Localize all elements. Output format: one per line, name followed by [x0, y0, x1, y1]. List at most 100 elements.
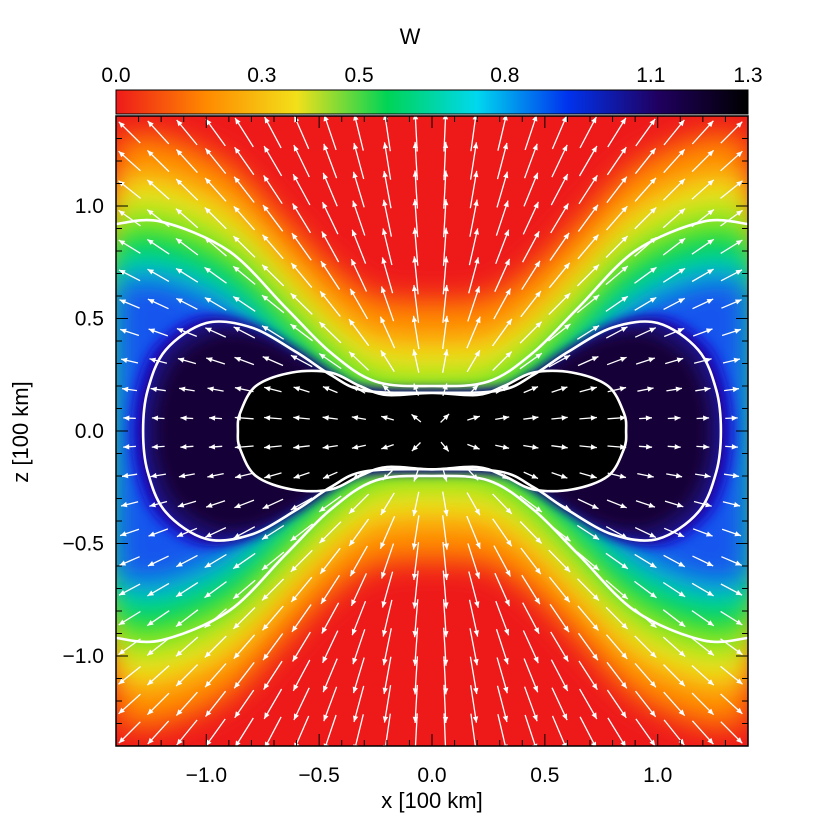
arrow-head	[731, 415, 738, 421]
arrow-head	[293, 145, 299, 152]
arrow-shaft	[496, 657, 508, 694]
arrow-head	[147, 269, 154, 275]
velocity-arrow	[261, 524, 285, 540]
velocity-arrow	[235, 717, 254, 746]
arrow-shaft	[323, 116, 337, 151]
velocity-arrow	[469, 656, 479, 695]
velocity-arrow	[233, 526, 256, 539]
arrow-head	[176, 709, 183, 716]
velocity-arrow	[290, 292, 313, 315]
arrow-head	[621, 176, 627, 183]
arrow-head	[264, 386, 271, 392]
velocity-arrow	[662, 581, 686, 598]
arrow-head	[646, 444, 653, 450]
arrow-head	[532, 714, 538, 722]
arrow-head	[443, 573, 449, 580]
arrow-head	[472, 716, 479, 723]
arrow-head	[443, 543, 449, 550]
velocity-arrow	[290, 354, 313, 368]
arrow-head	[592, 564, 600, 571]
arrow-head	[382, 658, 388, 666]
velocity-arrow	[548, 576, 571, 603]
colorbar: W 0.0 0.3 0.5 0.8 1.1 1.3	[101, 24, 763, 115]
arrow-shaft	[351, 229, 367, 264]
velocity-arrow	[606, 689, 627, 719]
arrow-shaft	[414, 199, 419, 238]
velocity-arrow	[720, 638, 743, 656]
arrow-head	[650, 207, 657, 214]
velocity-arrow	[442, 542, 449, 581]
arrow-head	[176, 268, 183, 274]
velocity-arrow	[634, 236, 657, 257]
velocity-arrow	[548, 497, 571, 511]
arrow-head	[119, 299, 127, 305]
arrow-head	[707, 150, 714, 157]
velocity-arrow	[148, 328, 169, 337]
arrow-head	[349, 539, 355, 546]
velocity-arrow	[720, 610, 743, 626]
arrow-head	[151, 415, 159, 421]
colorbar-tick-label: 0.0	[101, 64, 130, 87]
velocity-arrow	[607, 472, 627, 479]
arrow-head	[591, 712, 597, 719]
contour-line	[236, 369, 628, 493]
arrow-head	[319, 322, 326, 329]
arrow-head	[353, 715, 359, 722]
arrow-shaft	[470, 713, 477, 746]
velocity-arrow	[492, 351, 513, 371]
velocity-arrow	[204, 553, 227, 569]
plot-area	[116, 116, 748, 746]
velocity-arrow	[551, 415, 568, 421]
arrow-shaft	[442, 542, 448, 581]
velocity-arrow	[442, 315, 449, 350]
velocity-arrow	[467, 443, 480, 450]
arrow-head	[382, 474, 389, 481]
arrow-shaft	[414, 684, 418, 724]
arrow-head	[380, 542, 386, 549]
arrow-head	[290, 293, 297, 300]
arrow-shaft	[383, 685, 392, 723]
arrow-head	[353, 116, 359, 121]
velocity-arrow	[691, 665, 715, 686]
arrow-shaft	[384, 116, 391, 152]
arrow-head	[474, 286, 480, 293]
velocity-arrow	[147, 720, 170, 745]
arrow-head	[473, 415, 480, 421]
arrow-head	[592, 534, 600, 540]
arrow-head	[675, 473, 683, 479]
velocity-arrow	[495, 200, 509, 236]
velocity-arrow	[290, 262, 313, 289]
velocity-arrow	[693, 500, 712, 508]
arrow-head	[562, 174, 568, 181]
arrow-shaft	[468, 571, 479, 608]
velocity-arrow	[411, 515, 420, 550]
velocity-arrow	[147, 120, 170, 145]
velocity-arrow	[721, 328, 742, 337]
velocity-arrow	[293, 471, 310, 479]
velocity-arrow	[412, 570, 419, 609]
arrow-shaft	[352, 629, 366, 665]
arrow-head	[707, 209, 714, 216]
arrow-head	[442, 383, 448, 390]
arrow-head	[147, 239, 154, 245]
arrow-head	[205, 739, 212, 746]
arrow-head	[118, 678, 125, 685]
arrow-head	[119, 560, 126, 566]
velocity-arrow	[720, 721, 743, 744]
velocity-arrow	[322, 385, 338, 394]
velocity-arrow	[118, 269, 141, 282]
arrow-head	[472, 474, 479, 481]
arrow-head	[474, 508, 480, 516]
arrow-shaft	[383, 199, 393, 237]
colorbar-tick-label: 1.1	[636, 64, 665, 87]
arrow-head	[707, 590, 714, 596]
arrow-head	[412, 688, 418, 695]
velocity-arrow	[262, 356, 284, 367]
arrow-head	[263, 683, 270, 690]
arrow-head	[506, 318, 512, 326]
arrow-shaft	[442, 256, 448, 295]
arrow-head	[380, 350, 387, 357]
arrow-head	[678, 298, 685, 304]
velocity-arrow	[204, 266, 227, 284]
arrow-head	[351, 415, 359, 421]
